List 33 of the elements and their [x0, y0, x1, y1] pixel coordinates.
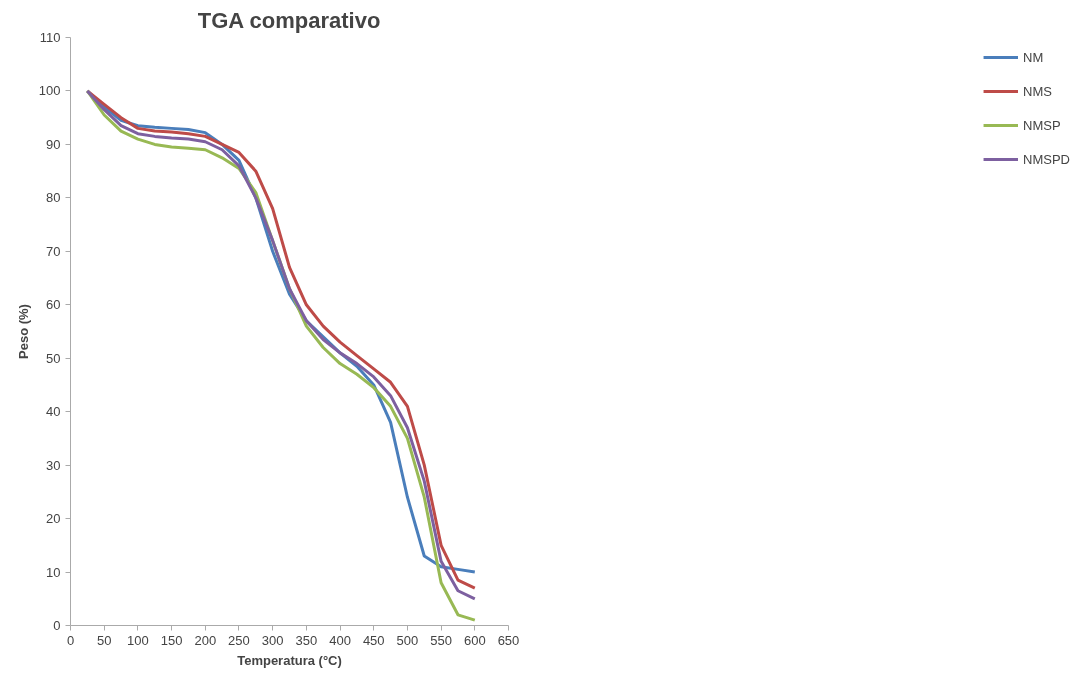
- y-tick-label: 110: [39, 30, 61, 45]
- x-tick-label: 500: [396, 632, 419, 648]
- y-tick-label: 30: [46, 457, 61, 473]
- x-tick-label: 250: [228, 632, 250, 648]
- y-tick-label: 70: [46, 243, 61, 259]
- x-tick-label: 350: [295, 632, 318, 648]
- x-tick-label: 100: [127, 632, 149, 648]
- x-tick-label: 550: [430, 632, 452, 648]
- x-tick-label: 600: [463, 632, 486, 648]
- x-tick-label: 400: [329, 632, 351, 648]
- x-tick-label: 200: [194, 632, 217, 648]
- legend-label: NMSPD: [1023, 151, 1070, 167]
- x-tick-label: 300: [261, 632, 284, 648]
- x-tick-label: 150: [160, 632, 183, 648]
- y-axis-title: Peso (%): [15, 304, 31, 359]
- y-tick-label: 90: [46, 136, 61, 152]
- y-tick-label: 0: [53, 618, 61, 633]
- chart-title: TGA comparativo: [197, 7, 381, 33]
- x-tick-label: 0: [66, 632, 75, 648]
- y-tick-label: 20: [46, 511, 61, 527]
- legend-label: NM: [1023, 49, 1044, 65]
- legend-label: NMSP: [1023, 117, 1061, 133]
- y-tick-label: 80: [46, 190, 61, 206]
- legend-label: NMS: [1023, 83, 1052, 99]
- y-tick-label: 10: [46, 564, 61, 580]
- x-axis-title: Temperatura (°C): [237, 652, 342, 668]
- x-tick-label: 650: [497, 632, 520, 648]
- y-tick-label: 50: [46, 350, 61, 366]
- x-tick-label: 50: [96, 632, 112, 648]
- y-tick-label: 100: [38, 83, 61, 99]
- y-tick-label: 40: [46, 404, 61, 420]
- y-tick-label: 60: [46, 297, 61, 313]
- x-tick-label: 450: [362, 632, 385, 648]
